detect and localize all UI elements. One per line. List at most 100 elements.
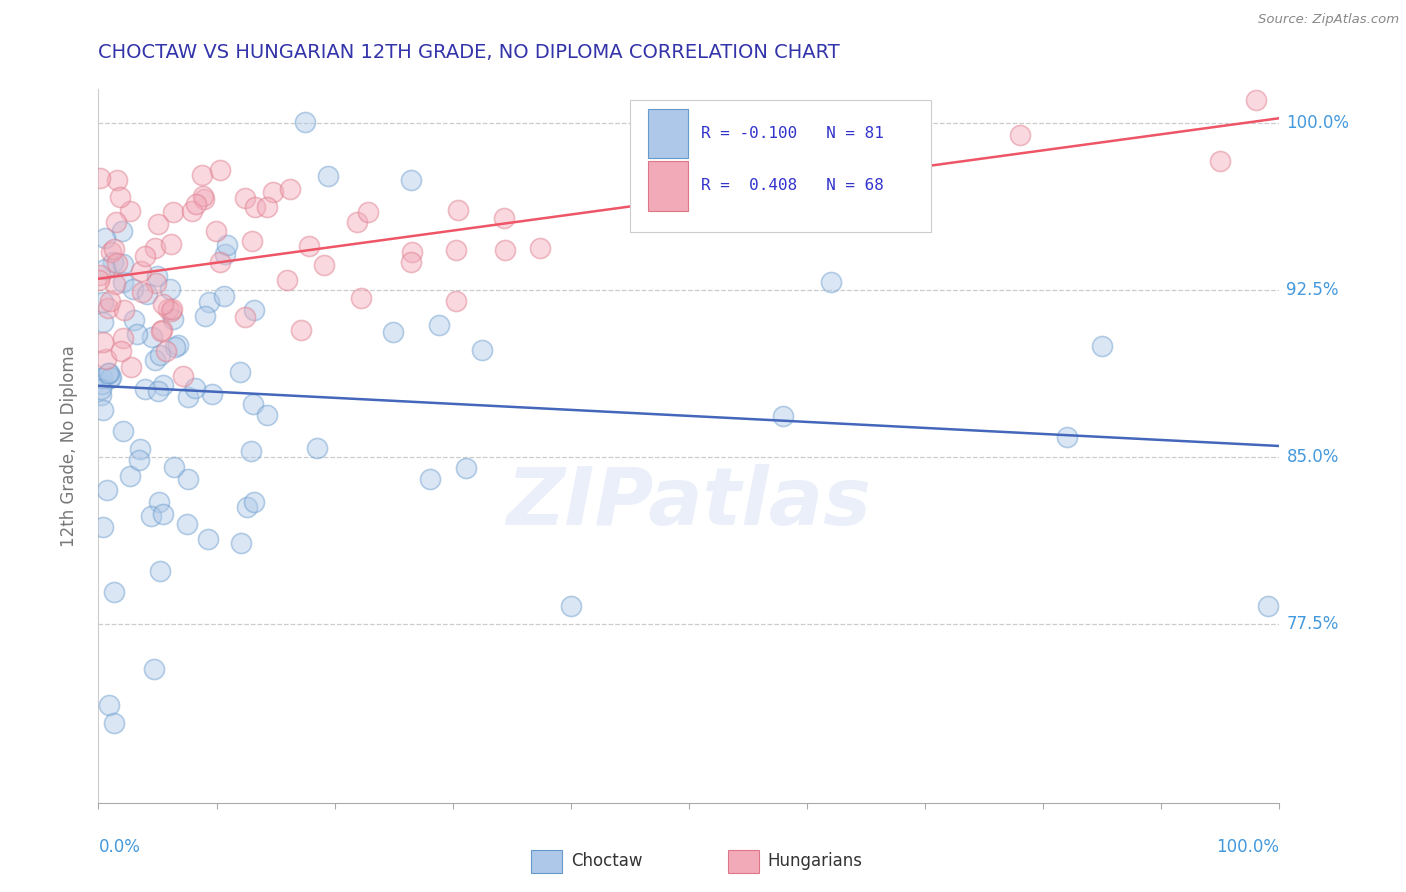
Point	[560, 599, 582, 613]
Text: ZIPatlas: ZIPatlas	[506, 464, 872, 542]
Text: 100.0%: 100.0%	[1286, 113, 1350, 132]
Point	[427, 318, 450, 332]
Point	[447, 203, 470, 218]
Point	[278, 181, 301, 195]
Point	[208, 163, 231, 178]
Y-axis label: 12th Grade, No Diploma: 12th Grade, No Diploma	[59, 345, 77, 547]
Point	[134, 382, 156, 396]
Point	[197, 295, 219, 310]
Point	[96, 483, 118, 498]
Point	[217, 237, 239, 252]
Point	[149, 324, 172, 338]
Point	[1008, 128, 1031, 142]
Point	[103, 585, 125, 599]
Point	[97, 367, 120, 381]
Point	[91, 520, 114, 534]
Point	[177, 472, 200, 486]
Point	[143, 352, 166, 367]
Point	[176, 516, 198, 531]
Point	[276, 273, 298, 287]
Point	[112, 276, 135, 290]
Point	[205, 224, 228, 238]
Point	[122, 313, 145, 327]
Point	[98, 698, 121, 712]
Point	[111, 424, 134, 438]
Point	[93, 231, 115, 245]
Point	[307, 442, 329, 456]
Point	[89, 268, 111, 282]
Point	[91, 371, 114, 385]
Point	[186, 196, 208, 211]
Point	[129, 442, 152, 457]
FancyBboxPatch shape	[648, 161, 688, 211]
Point	[163, 340, 186, 354]
Point	[772, 409, 794, 424]
Point	[212, 289, 235, 303]
Point	[90, 388, 112, 402]
Point	[243, 302, 266, 317]
Point	[262, 185, 284, 199]
Point	[105, 173, 128, 187]
Point	[294, 114, 316, 128]
Point	[314, 258, 336, 272]
Point	[240, 234, 263, 248]
Point	[100, 293, 122, 308]
Point	[94, 352, 117, 367]
Point	[200, 387, 222, 401]
Point	[112, 303, 135, 318]
Point	[87, 273, 110, 287]
Point	[122, 282, 145, 296]
Point	[131, 285, 153, 299]
Text: Hungarians: Hungarians	[768, 852, 863, 870]
Point	[112, 331, 135, 345]
Point	[191, 169, 214, 183]
Point	[242, 495, 264, 509]
Point	[148, 495, 170, 509]
Point	[256, 408, 278, 422]
Point	[91, 403, 114, 417]
Point	[100, 245, 122, 260]
Point	[177, 390, 200, 404]
Point	[357, 204, 380, 219]
Point	[456, 461, 478, 475]
Point	[103, 255, 125, 269]
Point	[1244, 93, 1267, 107]
Point	[209, 255, 232, 269]
Point	[1257, 599, 1279, 613]
Text: 92.5%: 92.5%	[1286, 281, 1339, 299]
Point	[104, 215, 127, 229]
Point	[194, 309, 217, 323]
Point	[135, 287, 157, 301]
Point	[184, 381, 207, 395]
Point	[146, 268, 169, 283]
Point	[155, 343, 177, 358]
Point	[93, 295, 115, 310]
Point	[97, 366, 120, 380]
Point	[382, 326, 405, 340]
Point	[160, 301, 183, 316]
Point	[128, 453, 150, 467]
Text: Source: ZipAtlas.com: Source: ZipAtlas.com	[1258, 13, 1399, 27]
Point	[193, 192, 215, 206]
Point	[214, 247, 236, 261]
Point	[197, 532, 219, 546]
Text: R =  0.408   N = 68: R = 0.408 N = 68	[700, 178, 883, 193]
Point	[162, 205, 184, 219]
Text: 0.0%: 0.0%	[98, 838, 141, 856]
Point	[446, 293, 468, 308]
Point	[231, 535, 253, 549]
Point	[149, 348, 172, 362]
Point	[103, 716, 125, 731]
Point	[143, 662, 166, 676]
Point	[235, 191, 257, 205]
Point	[529, 241, 551, 255]
Point	[98, 371, 121, 385]
Point	[125, 326, 148, 341]
Point	[111, 223, 134, 237]
Point	[97, 301, 120, 315]
Point	[298, 239, 321, 253]
Point	[141, 330, 163, 344]
Point	[146, 384, 169, 398]
Point	[1209, 154, 1232, 169]
Point	[167, 337, 190, 351]
